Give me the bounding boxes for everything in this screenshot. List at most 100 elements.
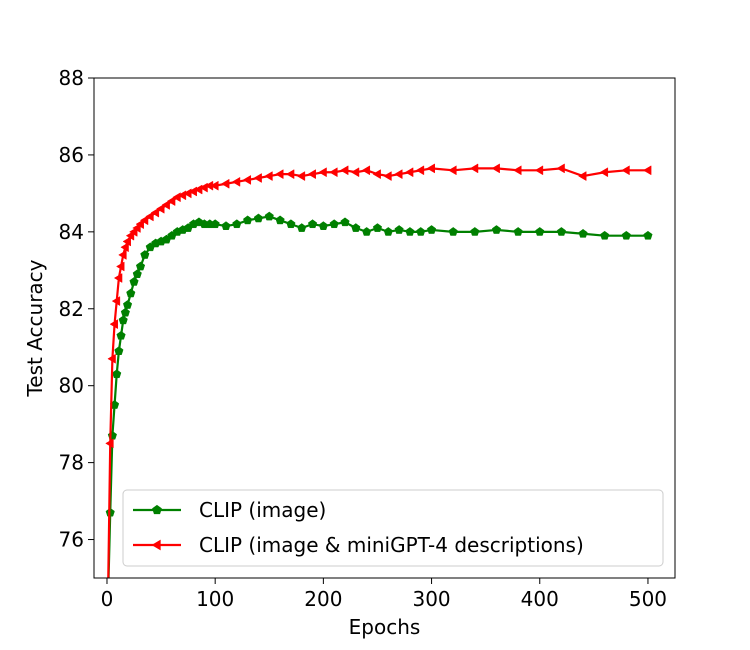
data-point xyxy=(372,223,383,232)
data-point xyxy=(405,227,415,236)
data-point xyxy=(491,163,500,174)
data-point xyxy=(109,319,118,330)
series-1 xyxy=(105,163,652,578)
data-point xyxy=(642,165,652,176)
data-point xyxy=(253,173,262,183)
data-point xyxy=(286,219,296,229)
data-point xyxy=(426,163,435,174)
series-line-0 xyxy=(107,215,648,578)
y-tick-label: 76 xyxy=(59,528,84,552)
data-point xyxy=(275,169,284,180)
data-point xyxy=(383,171,392,182)
y-tick-label: 84 xyxy=(59,220,84,244)
data-point xyxy=(161,199,170,210)
data-point xyxy=(600,230,610,240)
data-point xyxy=(113,273,123,283)
data-point xyxy=(340,217,350,227)
data-point xyxy=(210,180,219,191)
data-point xyxy=(118,249,127,260)
data-point xyxy=(166,196,176,207)
data-point xyxy=(253,213,264,223)
data-point xyxy=(120,307,130,317)
data-point xyxy=(118,315,128,325)
data-point xyxy=(415,165,425,176)
data-point xyxy=(285,169,295,180)
data-point xyxy=(469,163,479,174)
data-point xyxy=(307,169,316,180)
data-point xyxy=(139,215,149,226)
legend-marker xyxy=(152,504,162,515)
data-point xyxy=(621,165,630,176)
data-point xyxy=(111,296,121,307)
x-tick-label: 200 xyxy=(304,587,342,611)
legend-label-series-0: CLIP (image) xyxy=(199,498,326,522)
data-point xyxy=(122,300,133,309)
data-point xyxy=(578,171,587,182)
data-point xyxy=(105,438,114,449)
data-point xyxy=(221,178,230,189)
data-point xyxy=(416,227,426,236)
data-point xyxy=(210,219,220,229)
y-tick-label: 78 xyxy=(59,451,84,475)
data-point xyxy=(112,369,122,379)
y-axis-label: Test Accuracy xyxy=(23,259,47,397)
x-tick-label: 100 xyxy=(196,587,234,611)
y-tick-label: 82 xyxy=(59,297,84,321)
data-point xyxy=(129,277,139,286)
x-tick-label: 400 xyxy=(521,587,559,611)
data-point xyxy=(135,219,144,230)
data-point xyxy=(340,165,349,176)
data-point xyxy=(372,169,381,180)
data-point xyxy=(135,261,146,271)
data-point xyxy=(221,221,231,230)
data-point xyxy=(329,219,339,229)
data-point xyxy=(318,167,327,178)
series-0 xyxy=(105,211,653,578)
data-point xyxy=(556,163,565,174)
data-point xyxy=(394,225,404,234)
data-point xyxy=(599,167,609,178)
data-point xyxy=(126,288,136,298)
data-point xyxy=(140,250,150,259)
data-point xyxy=(107,353,116,364)
data-point xyxy=(470,227,480,236)
data-point xyxy=(264,171,273,182)
data-point xyxy=(132,269,142,279)
data-point xyxy=(556,227,566,236)
data-point xyxy=(513,165,522,176)
data-point xyxy=(242,174,252,185)
data-point xyxy=(318,221,328,230)
data-point xyxy=(535,227,545,236)
data-point xyxy=(361,165,371,176)
data-point xyxy=(394,169,403,180)
legend-item-0 xyxy=(133,504,181,515)
data-point xyxy=(307,219,318,229)
data-point xyxy=(120,242,129,253)
data-point xyxy=(156,203,165,214)
x-tick-label: 500 xyxy=(629,587,667,611)
data-point xyxy=(426,225,437,234)
data-point xyxy=(491,225,502,234)
data-point xyxy=(264,211,274,221)
legend: CLIP (image) CLIP (image & miniGPT-4 des… xyxy=(122,489,664,567)
data-point xyxy=(296,171,306,182)
data-point xyxy=(243,215,253,225)
data-point xyxy=(116,261,125,272)
data-point xyxy=(350,167,360,178)
data-point xyxy=(297,223,307,232)
data-point xyxy=(578,228,588,238)
data-point xyxy=(513,227,523,236)
legend-frame xyxy=(122,489,664,567)
data-point xyxy=(448,165,457,176)
y-tick-label: 86 xyxy=(59,143,84,167)
data-point xyxy=(231,176,241,187)
data-point xyxy=(362,227,372,236)
legend-item-1 xyxy=(133,539,181,551)
data-point xyxy=(643,230,653,240)
data-point xyxy=(232,219,242,229)
data-point xyxy=(275,215,285,225)
data-point xyxy=(621,230,631,240)
data-point xyxy=(114,346,124,355)
